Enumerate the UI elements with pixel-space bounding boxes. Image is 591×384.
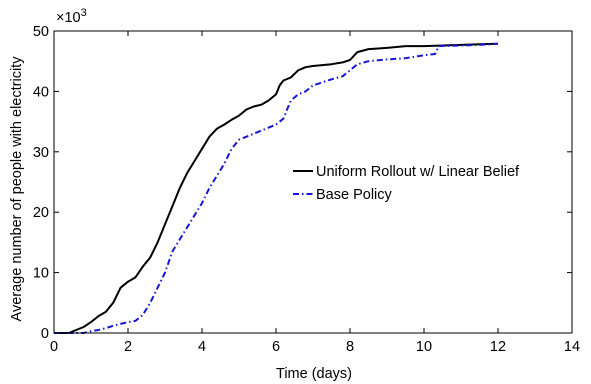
y-multiplier-base: ×10	[56, 10, 81, 26]
y-axis-title: Average number of people with electricit…	[9, 56, 25, 322]
axes-layer	[53, 30, 573, 334]
x-tick-label: 10	[416, 339, 432, 355]
y-tick-label: 0	[41, 326, 49, 342]
x-tick-label: 8	[346, 339, 354, 355]
series-layer	[54, 42, 499, 334]
y-tick-label: 20	[33, 205, 49, 221]
y-tick-label: 30	[33, 145, 49, 161]
x-tick-label: 0	[50, 339, 58, 355]
x-tick-label: 14	[564, 339, 580, 355]
x-tick-label: 2	[124, 339, 132, 355]
plot-frame	[53, 30, 573, 334]
y-tick-label: 40	[33, 84, 49, 100]
x-tick-label: 6	[272, 339, 280, 355]
x-tick-label: 12	[490, 339, 506, 355]
y-axis-multiplier: ×103	[56, 7, 87, 26]
legend-label-base-policy: Base Policy	[316, 187, 393, 203]
x-tick-label: 4	[198, 339, 206, 355]
x-axis-title: Time (days)	[276, 366, 352, 382]
y-tick-label: 50	[33, 24, 49, 40]
series-line-base-policy	[54, 42, 499, 334]
legend: Uniform Rollout w/ Linear Belief Base Po…	[293, 164, 520, 203]
legend-label-uniform-rollout: Uniform Rollout w/ Linear Belief	[316, 164, 520, 180]
y-tick-label: 10	[33, 266, 49, 282]
ticks-layer: 0 2 4 6 8 10 12 14 0 10 20 30 40 50	[33, 24, 580, 355]
y-multiplier-exponent: 3	[81, 7, 87, 19]
series-line-uniform-rollout	[54, 42, 499, 334]
